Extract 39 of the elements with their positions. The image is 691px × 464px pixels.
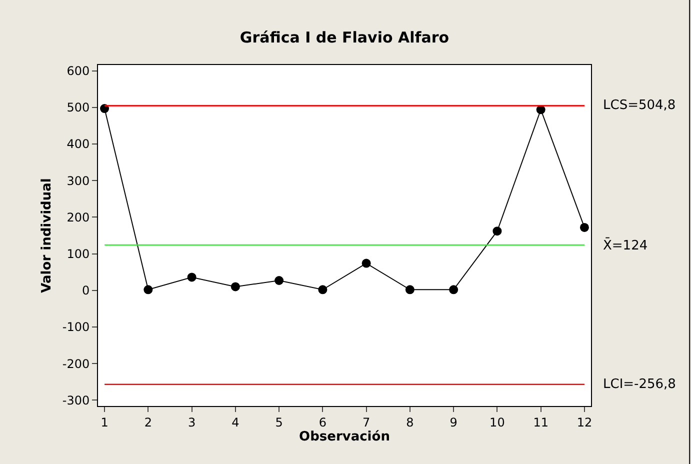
ref-line-label: LCI=-256,8: [603, 377, 676, 392]
x-tick-label: 11: [533, 415, 548, 430]
x-tick-label: 6: [318, 415, 327, 430]
point: [405, 285, 414, 294]
x-tick-label: 12: [576, 415, 592, 430]
point: [362, 258, 371, 268]
point: [144, 285, 153, 294]
point: [449, 285, 458, 294]
y-tick-label: 400: [66, 137, 90, 152]
y-axis-title: Valor individual: [39, 178, 54, 293]
point: [318, 285, 328, 294]
x-tick-label: 5: [275, 415, 283, 430]
point: [274, 276, 284, 285]
chart-title: Gráfica I de Flavio Alfaro: [240, 28, 450, 46]
point: [580, 222, 589, 232]
y-tick-label: 600: [66, 64, 90, 78]
y-tick-label: -200: [62, 356, 90, 371]
x-tick-label: 4: [232, 415, 240, 430]
y-tick-label: -100: [62, 320, 90, 334]
x-tick-label: 3: [188, 415, 196, 430]
x-tick-label: 1: [100, 415, 108, 430]
ref-line-label: LCS=504,8: [603, 98, 676, 113]
point: [187, 272, 196, 282]
y-tick-label: 100: [66, 246, 90, 261]
x-tick-label: 7: [362, 415, 370, 430]
ref-line-label: X̄=124: [603, 237, 648, 254]
x-tick-label: 10: [490, 415, 505, 430]
point: [230, 282, 240, 292]
x-axis-title: Observación: [299, 429, 390, 444]
y-tick-label: 200: [66, 210, 90, 224]
x-tick-label: 8: [406, 415, 414, 430]
y-tick-label: 0: [82, 284, 90, 298]
point: [492, 226, 502, 236]
y-tick-label: -300: [62, 393, 90, 408]
x-tick-label: 9: [450, 415, 458, 430]
x-tick-label: 2: [144, 415, 152, 430]
point: [100, 104, 110, 114]
y-tick-label: 300: [66, 174, 90, 188]
y-tick-label: 500: [66, 100, 90, 115]
